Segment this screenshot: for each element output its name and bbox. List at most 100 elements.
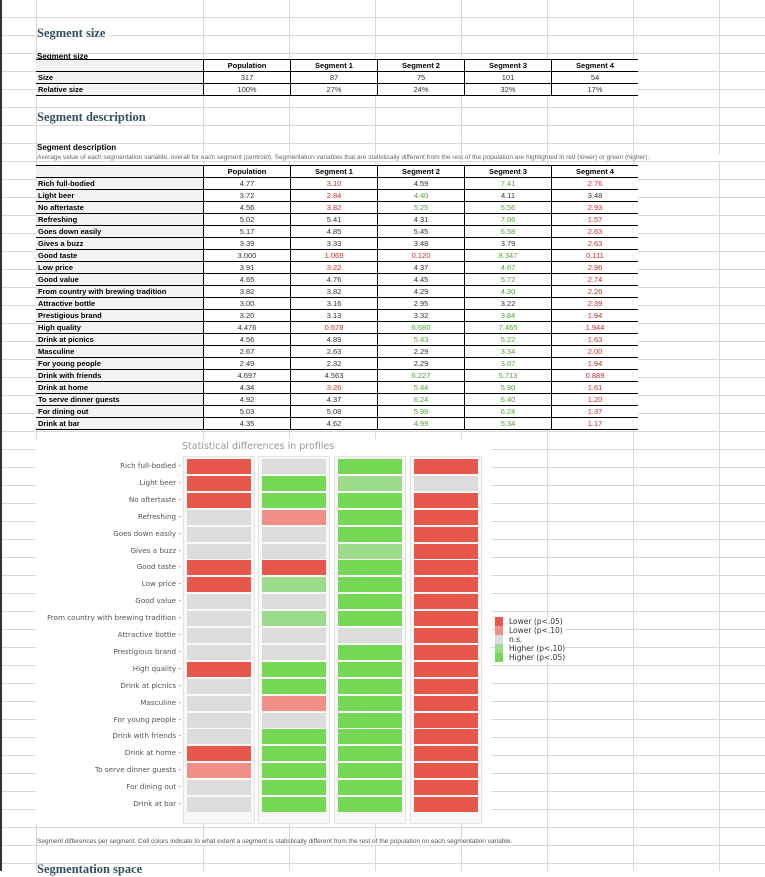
chart-title: Statistical differences in profiles <box>182 441 335 452</box>
table-row: To serve dinner guests 4.92 4.37 6.24 6.40 1.… <box>36 393 638 406</box>
table-cell: 4.30 <box>464 285 552 298</box>
table-row: For young people 2.49 2.32 2.29 3.07 1.94 <box>36 357 638 370</box>
legend-label: Lower (p<.10) <box>509 626 563 635</box>
heatmap-cell <box>262 797 326 812</box>
table-row: Prestigious brand 3.20 3.13 3.32 3.84 1.94 <box>36 309 638 322</box>
row-label: Size <box>36 71 204 84</box>
table-cell: 1.61 <box>551 381 638 394</box>
table-cell: 4.85 <box>290 225 378 238</box>
table-cell: 2.29 <box>377 357 465 370</box>
heatmap-cell <box>414 780 478 796</box>
row-label: Drink with friends - <box>112 731 181 741</box>
legend-swatch <box>495 626 503 635</box>
table-row: Low price 3.91 3.22 4.37 4.67 2.96 <box>36 261 638 274</box>
table-cell: 4.40 <box>377 189 465 202</box>
heatmap-cell <box>187 526 251 542</box>
table-cell: 6.24 <box>377 393 465 406</box>
segment-size-table: Population Segment 1 Segment 2 Segment 3 Seg… <box>36 59 638 96</box>
table-cell: 4.563 <box>290 369 378 382</box>
table-cell: 3.34 <box>464 345 552 358</box>
heatmap-cell <box>262 526 326 542</box>
heatmap-cell <box>414 526 478 542</box>
table-cell: 4.35 <box>203 417 291 430</box>
table-row: Good value 4.65 4.76 4.45 5.72 2.74 <box>36 273 638 286</box>
row-label: High quality <box>36 321 204 334</box>
table-row: Attractive bottle 3.00 3.16 2.95 3.22 2.39 <box>36 297 638 310</box>
heatmap-cell <box>187 712 251 728</box>
segment-description-heading: Segment description <box>37 110 150 125</box>
table-row: Gives a buzz 3.39 3.33 3.48 3.79 2.63 <box>36 237 638 250</box>
table-cell: 4.77 <box>203 177 291 190</box>
heatmap-cell <box>338 661 402 677</box>
heatmap-cell <box>262 661 326 677</box>
row-label: For young people <box>36 357 204 370</box>
heatmap-cell <box>262 594 326 610</box>
table-cell: 6.227 <box>377 369 465 382</box>
table-cell: 5.22 <box>464 333 552 346</box>
heatmap-cell <box>187 509 251 525</box>
table-cell: 2.76 <box>551 177 638 190</box>
heatmap-cell <box>338 459 402 474</box>
table-cell: 87 <box>290 71 378 84</box>
heatmap-cell <box>187 746 251 762</box>
table-cell: 4.29 <box>377 285 465 298</box>
tick-mark: - <box>176 461 181 470</box>
table-cell: 1.94 <box>551 309 638 322</box>
row-label: Low price <box>36 261 204 274</box>
tick-mark: - <box>176 630 181 639</box>
row-label: Drink at bar - <box>133 799 181 808</box>
table-cell: 5.41 <box>290 213 378 226</box>
row-label: Light beer <box>36 189 204 202</box>
table-cell: 3.10 <box>290 177 378 190</box>
heatmap-cell <box>414 712 478 728</box>
table-cell: 17% <box>551 83 638 96</box>
segment-description-table: Population Segment 1 Segment 2 Segment 3 Seg… <box>36 165 638 430</box>
heatmap-cell <box>262 611 326 627</box>
heatmap-cell <box>187 594 251 610</box>
table-cell: 0.120 <box>377 249 465 262</box>
column-line <box>547 0 548 871</box>
table-cell: 1.20 <box>551 393 638 406</box>
tick-mark: - <box>176 646 181 656</box>
heatmap-cell <box>187 475 251 491</box>
table-cell: 4.65 <box>203 273 291 286</box>
table-row: High quality 4.476 0.678 6.680 7.465 1.944 <box>36 321 638 334</box>
table-cell: 3.79 <box>464 237 552 250</box>
table-cell: 2.67 <box>203 345 291 358</box>
table-cell: 1.94 <box>551 357 638 370</box>
table-row: Good taste 3.000 1.069 0.120 8.347 0.111 <box>36 249 638 262</box>
table-cell: 4.37 <box>377 261 465 274</box>
heatmap-cell <box>338 475 402 491</box>
legend-swatch <box>495 635 503 644</box>
heatmap-cell <box>262 475 326 491</box>
table-cell: 6.680 <box>377 321 465 334</box>
tick-mark: - <box>176 799 181 808</box>
table-cell: 4.62 <box>290 417 378 430</box>
table-cell: 6.58 <box>464 225 552 238</box>
column-line <box>633 0 634 871</box>
row-label: Good value - <box>135 596 181 606</box>
tick-mark: - <box>176 562 181 572</box>
table-row: Drink at picnics 4.56 4.89 5.43 5.22 1.63 <box>36 333 638 346</box>
row-label: Attractive bottle <box>36 297 204 310</box>
heatmap-cell <box>187 577 251 593</box>
row-label: For dining out - <box>126 782 181 792</box>
heatmap-cell <box>338 746 402 762</box>
table-cell: 3.72 <box>203 189 291 202</box>
column-line <box>719 0 720 871</box>
heatmap-cell <box>414 695 478 711</box>
table-cell: 3.39 <box>203 237 291 250</box>
heatmap-cell <box>338 780 402 796</box>
table-cell: 7.06 <box>464 213 552 226</box>
table-cell: 4.99 <box>377 417 465 430</box>
table-cell: 7.465 <box>464 321 552 334</box>
table-row: From country with brewing tradition 3.82 3… <box>36 285 638 298</box>
heatmap-cell <box>338 594 402 610</box>
segment-description-caption: Segment description <box>37 143 117 152</box>
table-cell: 2.29 <box>377 345 465 358</box>
table-row: No aftertaste 4.56 3.82 5.25 5.56 2.93 <box>36 201 638 214</box>
heatmap-cell <box>187 763 251 779</box>
row-label: Drink at picnics - <box>120 680 181 690</box>
row-label: Gives a buzz <box>36 237 204 250</box>
table-cell: 317 <box>203 71 291 84</box>
